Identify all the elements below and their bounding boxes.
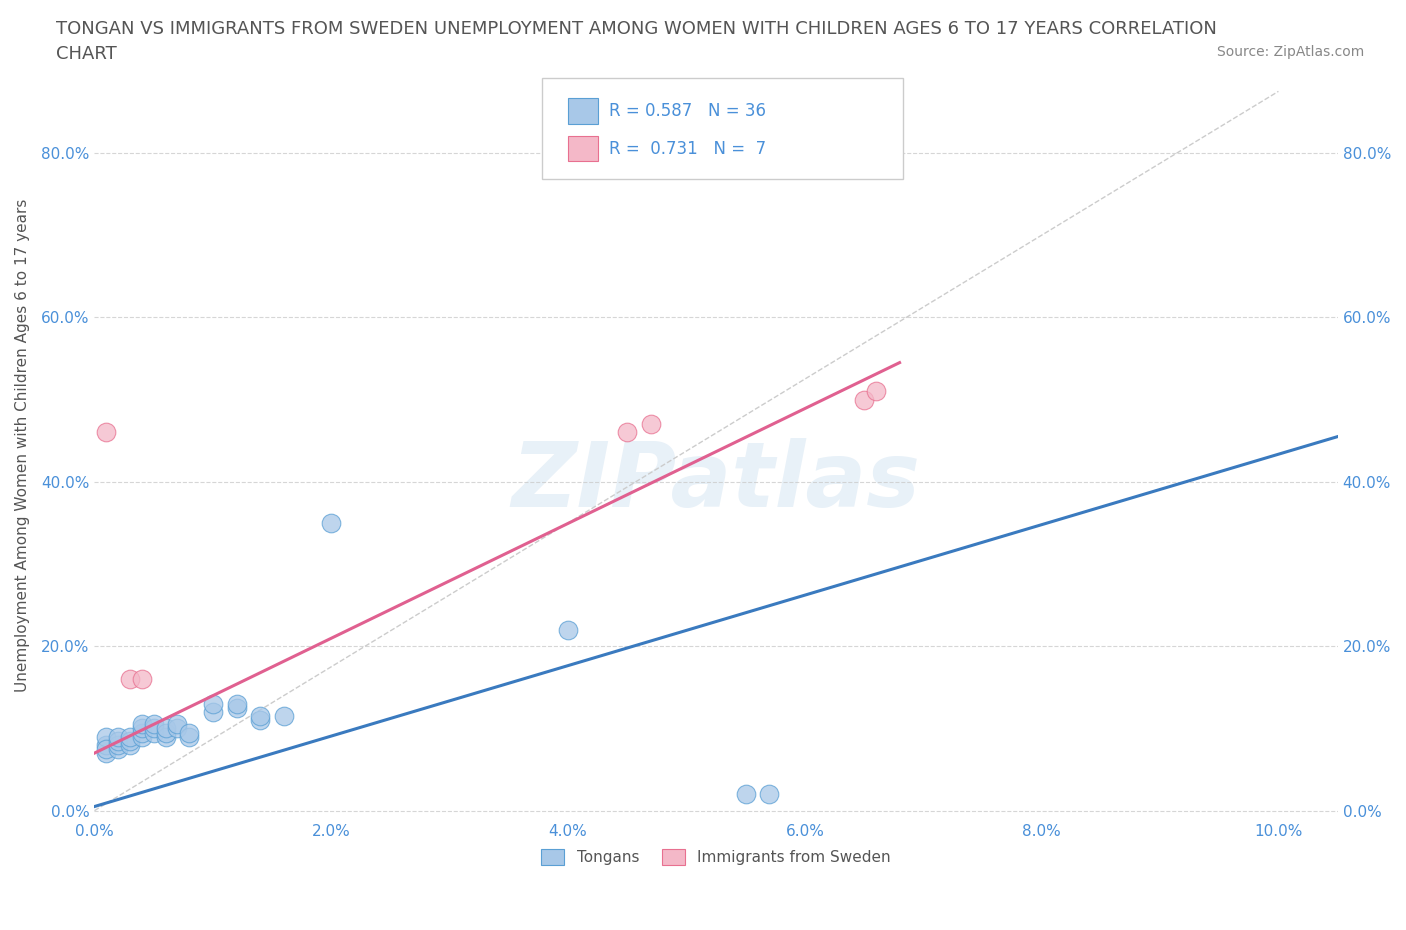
- Point: [107, 734, 129, 749]
- Point: [155, 729, 177, 744]
- Point: [758, 787, 780, 802]
- Point: [142, 721, 165, 736]
- Point: [107, 737, 129, 752]
- Point: [557, 622, 579, 637]
- FancyBboxPatch shape: [541, 78, 903, 179]
- Point: [155, 721, 177, 736]
- Point: [131, 729, 153, 744]
- Point: [107, 729, 129, 744]
- Point: [96, 737, 118, 752]
- Y-axis label: Unemployment Among Women with Children Ages 6 to 17 years: Unemployment Among Women with Children A…: [15, 198, 30, 692]
- Point: [131, 721, 153, 736]
- Point: [321, 515, 343, 530]
- Point: [225, 700, 247, 715]
- Legend: Tongans, Immigrants from Sweden: Tongans, Immigrants from Sweden: [536, 843, 897, 871]
- Point: [201, 705, 224, 720]
- FancyBboxPatch shape: [568, 99, 598, 124]
- Point: [179, 729, 201, 744]
- Point: [865, 384, 887, 399]
- Point: [249, 712, 271, 727]
- Point: [142, 717, 165, 732]
- Text: ZIPatlas: ZIPatlas: [512, 438, 921, 526]
- Text: CHART: CHART: [56, 45, 117, 62]
- Point: [853, 392, 876, 407]
- Point: [201, 697, 224, 711]
- Text: Source: ZipAtlas.com: Source: ZipAtlas.com: [1216, 45, 1364, 59]
- Point: [225, 697, 247, 711]
- Text: TONGAN VS IMMIGRANTS FROM SWEDEN UNEMPLOYMENT AMONG WOMEN WITH CHILDREN AGES 6 T: TONGAN VS IMMIGRANTS FROM SWEDEN UNEMPLO…: [56, 20, 1218, 38]
- Point: [142, 725, 165, 740]
- Point: [96, 741, 118, 756]
- Text: R = 0.587   N = 36: R = 0.587 N = 36: [609, 102, 766, 120]
- Point: [118, 737, 141, 752]
- Point: [131, 671, 153, 686]
- Point: [96, 729, 118, 744]
- Point: [96, 746, 118, 761]
- Point: [166, 721, 188, 736]
- Point: [249, 709, 271, 724]
- Point: [179, 725, 201, 740]
- Point: [118, 734, 141, 749]
- Point: [640, 417, 662, 432]
- Point: [118, 671, 141, 686]
- Text: R =  0.731   N =  7: R = 0.731 N = 7: [609, 140, 766, 157]
- FancyBboxPatch shape: [568, 136, 598, 161]
- Point: [273, 709, 295, 724]
- Point: [166, 717, 188, 732]
- Point: [616, 425, 638, 440]
- Point: [155, 725, 177, 740]
- Point: [734, 787, 756, 802]
- Point: [118, 729, 141, 744]
- Point: [131, 717, 153, 732]
- Point: [107, 741, 129, 756]
- Point: [96, 425, 118, 440]
- Point: [131, 725, 153, 740]
